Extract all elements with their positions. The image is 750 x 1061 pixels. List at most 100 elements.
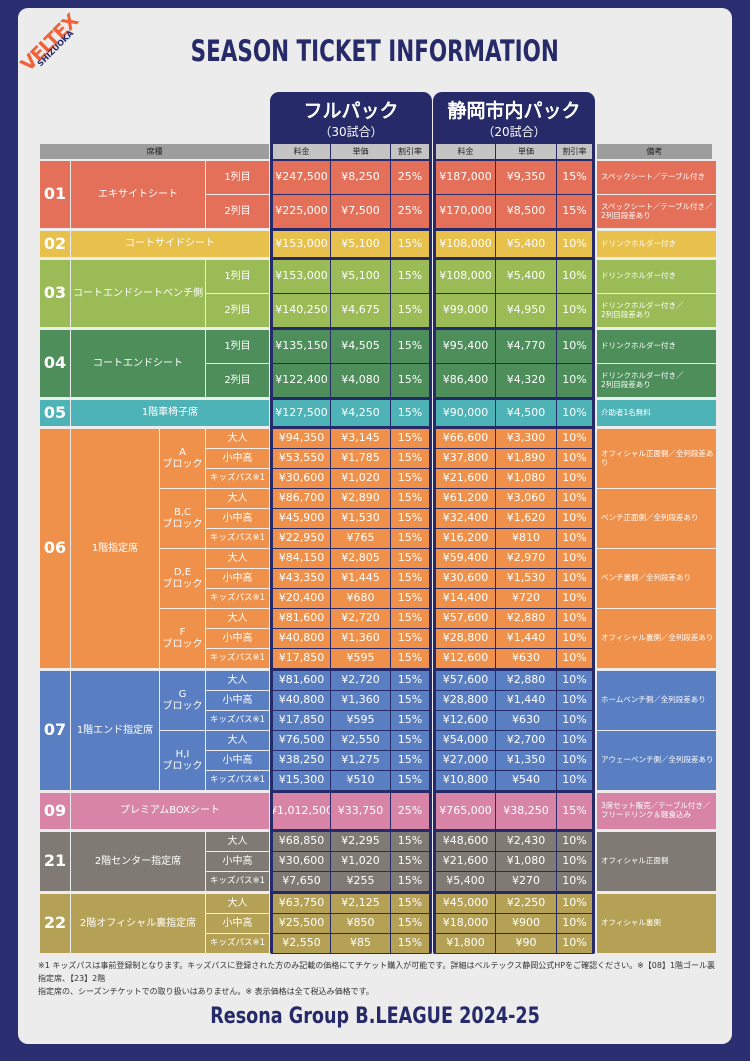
city-price-text: ¥28,800	[442, 693, 489, 707]
full-price-text: ¥40,800	[278, 693, 325, 707]
note-text: ホームベンチ側／全列段差あり	[601, 695, 706, 705]
row-label: 1列目	[206, 260, 269, 293]
full-price: ¥4,675	[331, 294, 390, 327]
full-price: 15%	[391, 569, 429, 588]
city-price-text: ¥28,800	[442, 631, 489, 645]
city-price: ¥270	[496, 872, 556, 891]
block-name: D,E ブロック	[160, 549, 205, 608]
pack-name: フルパック	[303, 100, 399, 122]
note-text: ドリンクホルダー付き	[601, 341, 676, 351]
city-price: ¥810	[496, 529, 556, 548]
city-price: 10%	[557, 771, 592, 790]
row-label-text: キッズパス※1	[209, 592, 266, 603]
city-price: ¥21,600	[436, 852, 495, 871]
full-price: ¥5,100	[331, 231, 390, 257]
city-price: 10%	[557, 894, 592, 913]
full-price: 15%	[391, 751, 429, 770]
row-label-text: 小中高	[222, 754, 253, 766]
pack-games: （30試合）	[319, 125, 383, 139]
full-price-text: 15%	[397, 303, 423, 317]
city-price: 15%	[557, 161, 592, 194]
footer: Resona Group B.LEAGUE 2024-25	[210, 1004, 540, 1029]
city-price-text: ¥270	[512, 874, 540, 888]
full-price-text: ¥140,250	[275, 303, 328, 317]
city-price: ¥170,000	[436, 195, 495, 228]
full-price-text: 15%	[397, 773, 423, 787]
note: オフィシャル裏側／全列段差あり	[597, 609, 716, 668]
note-text: ドリンクホルダー付き／	[601, 370, 684, 380]
full-price: 15%	[391, 914, 429, 933]
full-price: 15%	[391, 649, 429, 668]
city-price-text: ¥1,080	[506, 854, 546, 868]
row-label-text: 小中高	[222, 632, 253, 644]
title: SEASON TICKET INFORMATION	[190, 34, 560, 68]
full-price: ¥127,500	[273, 400, 330, 426]
full-price: ¥40,800	[273, 629, 330, 648]
seat-name-text: 1階指定席	[91, 542, 139, 554]
city-price-text: 10%	[562, 773, 587, 787]
seat-code: 07	[40, 671, 70, 790]
city-price: 15%	[557, 793, 592, 829]
note-text: スペックシート／テーブル付き／	[601, 201, 713, 211]
city-price-text: ¥2,700	[506, 733, 546, 747]
seat-code-text: 22	[43, 913, 67, 933]
full-price-text: ¥3,145	[341, 431, 380, 445]
city-price-text: 10%	[562, 854, 587, 868]
note-text: フリードリンク＆軽食込み	[601, 810, 691, 819]
seat-name-text: コートエンドシートベンチ側	[73, 287, 203, 299]
full-price-text: 15%	[397, 916, 423, 930]
full-price-text: ¥22,950	[278, 531, 325, 545]
city-price: ¥28,800	[436, 691, 495, 710]
city-price-text: 10%	[562, 236, 587, 250]
city-price-text: 10%	[562, 471, 587, 485]
row-label: キッズパス※1	[206, 711, 269, 730]
row-label-text: 2列目	[224, 205, 251, 217]
city-price-text: ¥3,060	[506, 491, 546, 505]
seat-code-text: 04	[43, 353, 67, 373]
full-price-text: ¥1,445	[341, 571, 380, 585]
city-price-text: ¥1,350	[506, 753, 546, 767]
city-price-text: ¥12,600	[442, 651, 489, 665]
row-label: 2列目	[206, 294, 269, 327]
city-price-text: 10%	[562, 631, 587, 645]
full-price-text: 25%	[397, 204, 423, 218]
city-price-text: ¥9,350	[506, 170, 546, 184]
row-label: 小中高	[206, 914, 269, 933]
full-price-text: ¥8,250	[341, 170, 380, 184]
full-price: 15%	[391, 934, 429, 953]
note: 3席セット販売／テーブル付き／ フリードリンク＆軽食込み	[597, 793, 716, 829]
city-price: ¥21,600	[436, 469, 495, 488]
full-price-text: ¥2,550	[282, 936, 321, 950]
full-price: 15%	[391, 589, 429, 608]
full-price: ¥2,295	[331, 832, 390, 851]
seat-name: 2階オフィシャル裏指定席	[71, 894, 205, 953]
city-price: 10%	[557, 489, 592, 508]
row-label: 小中高	[206, 449, 269, 468]
city-price-text: ¥5,400	[506, 269, 546, 283]
full-price: ¥2,550	[273, 934, 330, 953]
city-price: 10%	[557, 934, 592, 953]
city-price: ¥57,600	[436, 671, 495, 690]
city-price-text: 10%	[562, 936, 587, 950]
full-price: ¥140,250	[273, 294, 330, 327]
header-cell-text: 単価	[352, 146, 369, 156]
note-text: オフィシャル正面側／全列段差あり	[601, 448, 714, 467]
row-label-text: 大人	[227, 897, 248, 909]
city-price-text: 10%	[562, 896, 587, 910]
note-text: 3席セット販売／テーブル付き／	[601, 801, 711, 811]
full-price-text: ¥122,400	[275, 373, 328, 387]
full-price-text: ¥33,750	[337, 803, 384, 817]
seat-name: エキサイトシート	[71, 161, 205, 228]
full-price: 15%	[391, 469, 429, 488]
seat-code-text: 07	[43, 720, 67, 740]
row-label: キッズパス※1	[206, 529, 269, 548]
row-label: 大人	[206, 489, 269, 508]
block-name-text: ブロック	[162, 578, 203, 590]
full-price-text: 15%	[397, 471, 423, 485]
full-price: ¥122,400	[273, 364, 330, 397]
full-price: ¥25,500	[273, 914, 330, 933]
full-price-text: ¥4,505	[341, 339, 380, 353]
city-price: ¥99,000	[436, 294, 495, 327]
full-price-text: 15%	[397, 491, 423, 505]
block-name-text: H,I	[175, 749, 190, 760]
